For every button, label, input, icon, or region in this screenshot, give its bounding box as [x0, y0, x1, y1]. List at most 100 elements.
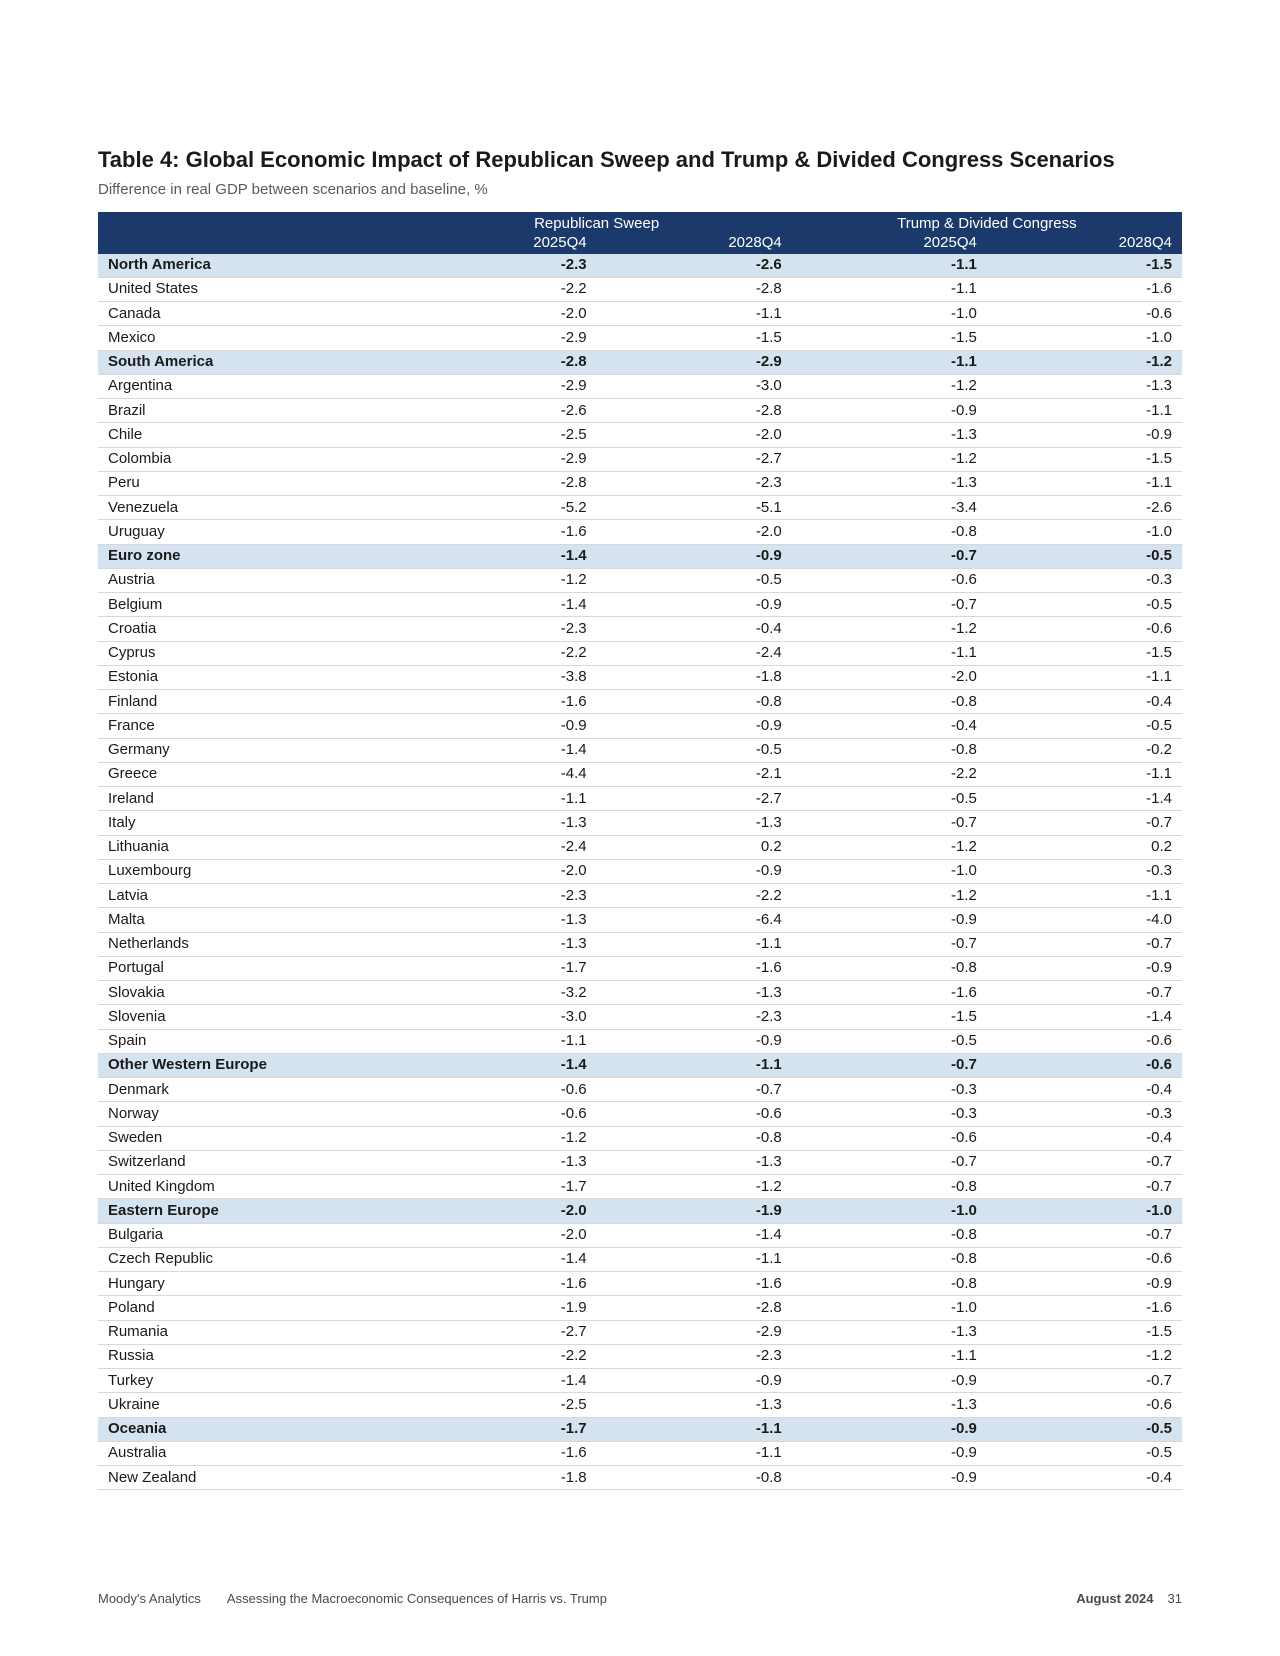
row-value: -1.1: [597, 302, 792, 326]
row-value: -0.8: [597, 690, 792, 714]
table-row: France-0.9-0.9-0.4-0.5: [98, 714, 1182, 738]
row-label: Hungary: [98, 1272, 402, 1296]
row-value: -0.9: [792, 1417, 987, 1441]
row-value: -0.5: [597, 568, 792, 592]
row-label: Lithuania: [98, 835, 402, 859]
row-label: France: [98, 714, 402, 738]
row-value: -1.5: [987, 254, 1182, 278]
row-value: -0.7: [987, 932, 1182, 956]
row-label: Ukraine: [98, 1393, 402, 1417]
row-value: -0.5: [792, 1029, 987, 1053]
row-value: -0.6: [792, 1126, 987, 1150]
row-value: -1.6: [987, 1296, 1182, 1320]
table-row: Switzerland-1.3-1.3-0.7-0.7: [98, 1150, 1182, 1174]
row-value: -2.4: [402, 835, 597, 859]
row-value: -2.1: [597, 762, 792, 786]
col-2025q4-s1: 2025Q4: [402, 234, 597, 254]
table-body: North America-2.3-2.6-1.1-1.5United Stat…: [98, 254, 1182, 1490]
table-row: Colombia-2.9-2.7-1.2-1.5: [98, 447, 1182, 471]
row-value: -2.2: [402, 277, 597, 301]
table-row: Slovakia-3.2-1.3-1.6-0.7: [98, 981, 1182, 1005]
row-value: -1.5: [597, 326, 792, 350]
row-value: -0.9: [597, 859, 792, 883]
row-value: -1.4: [987, 1005, 1182, 1029]
row-value: -2.0: [597, 423, 792, 447]
row-value: -1.6: [402, 520, 597, 544]
row-value: -0.5: [987, 1441, 1182, 1465]
row-value: -2.0: [402, 302, 597, 326]
row-value: -0.7: [987, 811, 1182, 835]
row-value: -1.4: [402, 1369, 597, 1393]
row-value: -2.9: [597, 350, 792, 374]
row-value: -1.4: [987, 787, 1182, 811]
row-value: -0.7: [987, 981, 1182, 1005]
row-value: -0.5: [987, 544, 1182, 568]
row-value: -1.1: [597, 1053, 792, 1077]
row-value: -1.1: [792, 277, 987, 301]
row-value: -2.6: [987, 496, 1182, 520]
row-value: -2.3: [597, 471, 792, 495]
col-2028q4-s1: 2028Q4: [597, 234, 792, 254]
row-value: -1.3: [597, 1393, 792, 1417]
row-value: -0.6: [792, 568, 987, 592]
row-value: -1.8: [402, 1466, 597, 1490]
row-label: Slovakia: [98, 981, 402, 1005]
table-row: Venezuela-5.2-5.1-3.4-2.6: [98, 496, 1182, 520]
row-value: -0.8: [792, 690, 987, 714]
row-label: Cyprus: [98, 641, 402, 665]
footer-date: August 2024: [1076, 1591, 1153, 1606]
row-value: -1.2: [792, 835, 987, 859]
row-value: -4.0: [987, 908, 1182, 932]
row-value: -2.5: [402, 423, 597, 447]
row-value: -0.2: [987, 738, 1182, 762]
table-row: Italy-1.3-1.3-0.7-0.7: [98, 811, 1182, 835]
table-row: Mexico-2.9-1.5-1.5-1.0: [98, 326, 1182, 350]
table-row: Sweden-1.2-0.8-0.6-0.4: [98, 1126, 1182, 1150]
row-value: -0.4: [987, 1078, 1182, 1102]
row-value: -2.2: [402, 1344, 597, 1368]
row-value: -1.3: [597, 1150, 792, 1174]
row-value: -0.8: [792, 956, 987, 980]
row-value: -2.0: [402, 1199, 597, 1223]
table-row: Chile-2.5-2.0-1.3-0.9: [98, 423, 1182, 447]
table-row: Turkey-1.4-0.9-0.9-0.7: [98, 1369, 1182, 1393]
row-value: -0.9: [987, 1272, 1182, 1296]
scenario-1-header: Republican Sweep: [402, 212, 792, 234]
row-value: -0.6: [597, 1102, 792, 1126]
row-label: Slovenia: [98, 1005, 402, 1029]
row-value: -3.2: [402, 981, 597, 1005]
row-value: -0.9: [597, 593, 792, 617]
row-value: -0.5: [792, 787, 987, 811]
row-label: Bulgaria: [98, 1223, 402, 1247]
row-value: -1.3: [402, 811, 597, 835]
row-value: -3.0: [597, 374, 792, 398]
row-value: -1.2: [987, 1344, 1182, 1368]
row-value: -0.9: [792, 1369, 987, 1393]
row-label: United States: [98, 277, 402, 301]
row-value: -1.5: [987, 1320, 1182, 1344]
row-value: -2.9: [402, 374, 597, 398]
row-value: -0.5: [597, 738, 792, 762]
row-value: -0.7: [987, 1223, 1182, 1247]
row-value: -0.8: [597, 1466, 792, 1490]
row-value: -0.8: [792, 738, 987, 762]
row-label: Rumania: [98, 1320, 402, 1344]
row-value: -0.9: [597, 544, 792, 568]
row-value: -1.0: [792, 302, 987, 326]
row-value: -1.1: [597, 1441, 792, 1465]
row-value: -1.1: [987, 471, 1182, 495]
table-super-header: Republican Sweep Trump & Divided Congres…: [98, 212, 1182, 234]
row-value: -1.1: [987, 399, 1182, 423]
table-row: Austria-1.2-0.5-0.6-0.3: [98, 568, 1182, 592]
row-value: -0.9: [987, 956, 1182, 980]
row-value: -1.1: [987, 665, 1182, 689]
row-value: -0.3: [987, 1102, 1182, 1126]
row-value: -2.0: [597, 520, 792, 544]
table-row: Greece-4.4-2.1-2.2-1.1: [98, 762, 1182, 786]
gdp-impact-table: Republican Sweep Trump & Divided Congres…: [98, 212, 1182, 1491]
row-value: -1.2: [792, 374, 987, 398]
row-value: -0.3: [987, 859, 1182, 883]
row-label: Other Western Europe: [98, 1053, 402, 1077]
row-label: Colombia: [98, 447, 402, 471]
row-value: -3.8: [402, 665, 597, 689]
